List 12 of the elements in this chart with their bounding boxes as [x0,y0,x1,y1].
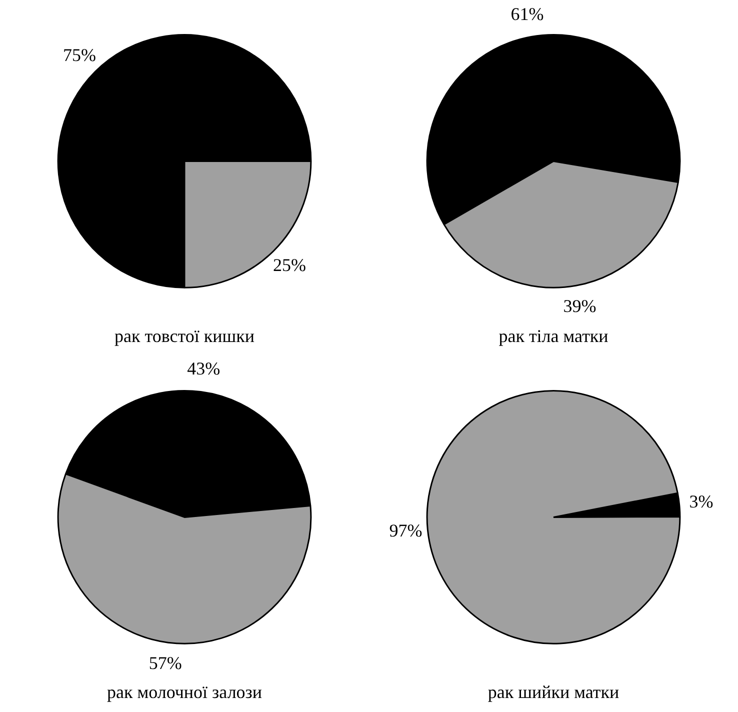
data-label: 39% [563,296,596,316]
text: рак тіла матки [498,326,609,346]
data-label: 97% [389,520,422,540]
text: рак шийки матки [488,682,620,702]
data-label: 43% [187,358,220,379]
data-label: 57% [148,653,182,674]
data-label: 25% [272,254,306,275]
data-label: 3% [689,491,714,512]
data-label: 75% [63,44,96,65]
text: рак молочної залози [106,682,262,702]
text: рак товстої кишки [114,326,255,346]
data-label: 61% [510,4,544,24]
